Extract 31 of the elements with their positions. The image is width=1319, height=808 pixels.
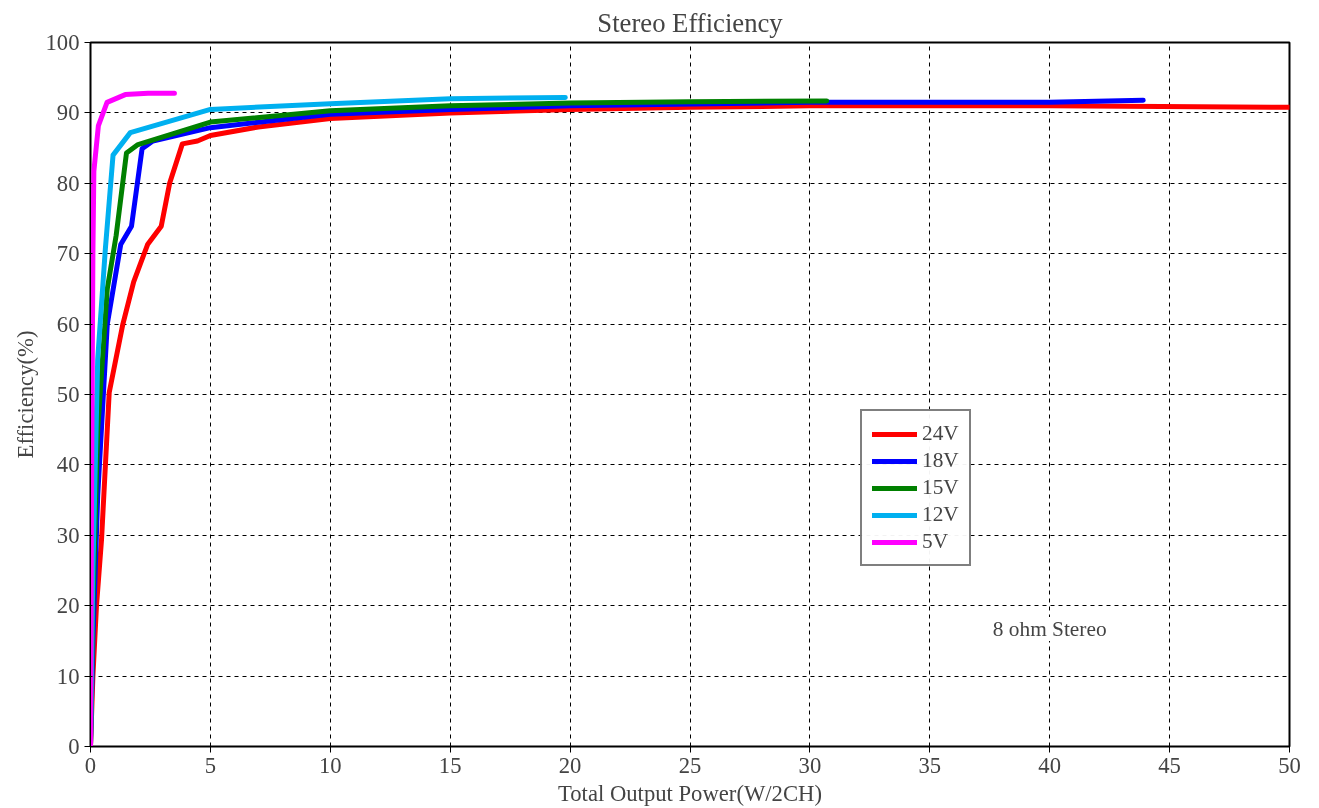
y-tick-label: 0 [68,734,80,759]
y-axis-title: Efficiency(%) [12,330,38,459]
x-tick-label: 10 [318,752,342,778]
x-tick-label: 20 [558,752,582,778]
chart-title: Stereo Efficiency [597,7,784,38]
annotation: 8 ohm Stereo [992,616,1107,641]
x-axis-title: Total Output Power(W/2CH) [558,780,822,806]
x-tick-label: 0 [84,752,97,778]
y-tick-label: 100 [45,30,80,55]
x-tick-label: 40 [1038,752,1062,778]
y-tick-label: 40 [56,452,80,478]
legend-label: 24V [922,421,959,446]
legend-label: 18V [922,448,959,473]
x-tick-label: 5 [204,752,217,778]
y-tick-label: 20 [56,593,80,619]
legend-label: 12V [922,502,959,527]
x-tick-label: 30 [798,752,822,778]
y-tick-label: 30 [56,522,80,548]
x-tick-label: 25 [678,752,702,778]
y-tick-label: 90 [56,100,80,126]
y-tick-label: 80 [56,170,80,196]
x-tick-label: 15 [438,752,462,778]
legend-label: 5V [922,529,949,554]
x-tick-label: 50 [1278,752,1301,778]
legend-label: 15V [922,475,959,500]
x-tick-label: 35 [918,752,942,778]
y-tick-label: 10 [56,663,80,689]
y-tick-label: 50 [56,382,80,407]
y-tick-label: 60 [56,311,80,337]
x-tick-label: 45 [1158,752,1181,778]
y-tick-label: 70 [56,241,80,267]
